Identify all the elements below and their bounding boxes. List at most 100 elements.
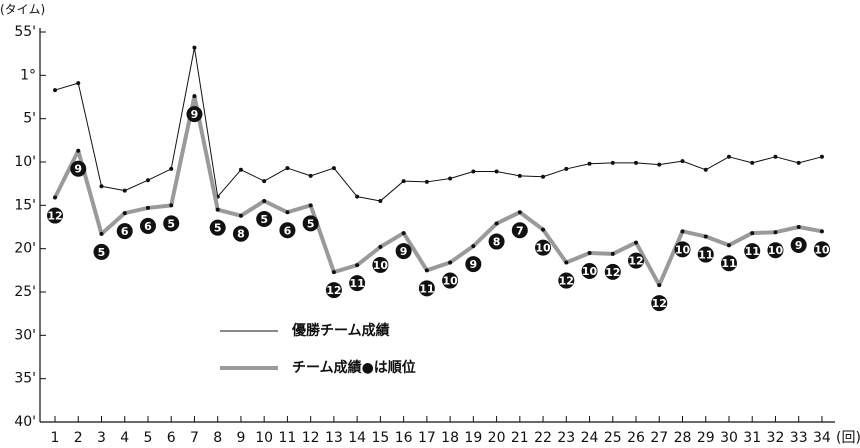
x-tick-label: 5 bbox=[144, 430, 153, 446]
y-tick-label: 30' bbox=[14, 327, 36, 343]
point bbox=[773, 230, 778, 235]
rank-badge bbox=[604, 263, 621, 280]
rank-label: 8 bbox=[237, 228, 245, 241]
x-tick-label: 2 bbox=[74, 430, 83, 446]
point bbox=[634, 240, 639, 245]
y-tick-label: 10' bbox=[14, 154, 36, 170]
y-tick-label: 40' bbox=[14, 414, 36, 430]
rank-label: 10 bbox=[373, 259, 389, 272]
point bbox=[471, 244, 476, 249]
rank-label: 6 bbox=[144, 220, 152, 233]
rank-badge bbox=[558, 272, 575, 289]
x-tick-label: 28 bbox=[674, 430, 692, 446]
rank-badge bbox=[93, 243, 110, 260]
rank-badge bbox=[790, 237, 807, 253]
rank-badge bbox=[302, 215, 319, 232]
y-tick-label: 15' bbox=[14, 197, 36, 213]
x-tick-label: 33 bbox=[790, 430, 808, 446]
point bbox=[819, 154, 824, 159]
x-tick-label: 29 bbox=[697, 430, 715, 446]
rank-badge bbox=[418, 280, 435, 297]
point bbox=[145, 178, 150, 183]
point bbox=[448, 260, 453, 265]
x-tick-label: 4 bbox=[120, 430, 129, 446]
x-tick-label: 3 bbox=[97, 430, 106, 446]
rank-label: 10 bbox=[442, 275, 458, 288]
x-tick-label: 34 bbox=[813, 430, 831, 446]
x-tick-label: 17 bbox=[418, 430, 436, 446]
point bbox=[378, 244, 383, 249]
rank-label: 12 bbox=[605, 266, 620, 279]
rank-label: 5 bbox=[214, 222, 222, 235]
point bbox=[657, 162, 662, 167]
y-tick-label: 20' bbox=[14, 241, 36, 257]
rank-badge bbox=[465, 256, 482, 273]
rank-badge bbox=[47, 207, 64, 224]
rank-label: 6 bbox=[121, 225, 129, 238]
point bbox=[773, 154, 778, 159]
rank-label: 12 bbox=[628, 255, 643, 268]
x-tick-label: 16 bbox=[395, 430, 413, 446]
point bbox=[494, 169, 499, 174]
point bbox=[634, 160, 639, 165]
x-tick-label: 14 bbox=[348, 430, 366, 446]
x-tick-label: 26 bbox=[627, 430, 645, 446]
rank-label: 11 bbox=[349, 277, 364, 290]
series-line bbox=[53, 94, 823, 288]
rank-label: 12 bbox=[652, 297, 667, 310]
point bbox=[192, 94, 197, 99]
rank-badge bbox=[697, 246, 714, 263]
rank-badge bbox=[139, 217, 156, 234]
x-tick-label: 20 bbox=[488, 430, 506, 446]
x-tick-label: 21 bbox=[511, 430, 529, 446]
rank-badge bbox=[488, 233, 505, 250]
rank-badge bbox=[674, 241, 691, 258]
x-tick-label: 27 bbox=[650, 430, 668, 446]
x-tick-label: 9 bbox=[236, 430, 245, 446]
rank-badge bbox=[442, 272, 459, 289]
point bbox=[657, 283, 662, 288]
rank-badge bbox=[232, 225, 249, 242]
rank-label: 9 bbox=[400, 245, 408, 258]
x-tick-label: 25 bbox=[604, 430, 622, 446]
point bbox=[238, 167, 243, 172]
point bbox=[494, 221, 499, 226]
x-tick-label: 19 bbox=[464, 430, 482, 446]
point bbox=[76, 148, 81, 153]
x-tick-label: 1 bbox=[51, 430, 60, 446]
rank-label: 12 bbox=[326, 284, 341, 297]
point bbox=[796, 160, 801, 165]
rank-label: 9 bbox=[795, 239, 803, 252]
point bbox=[703, 167, 708, 172]
point bbox=[587, 161, 592, 166]
point bbox=[169, 166, 174, 171]
x-tick-label: 12 bbox=[302, 430, 320, 446]
rank-label: 12 bbox=[559, 275, 574, 288]
rank-badge bbox=[744, 243, 761, 260]
point bbox=[726, 154, 731, 159]
point bbox=[471, 169, 476, 174]
point bbox=[424, 179, 429, 184]
point bbox=[308, 203, 313, 208]
point bbox=[169, 203, 174, 208]
x-tick-label: 11 bbox=[279, 430, 297, 446]
rank-badge bbox=[581, 263, 598, 279]
rank-label: 11 bbox=[698, 249, 713, 262]
point bbox=[517, 173, 522, 178]
rank-badge bbox=[325, 282, 342, 299]
point bbox=[331, 270, 336, 275]
point bbox=[215, 207, 220, 212]
rank-badge bbox=[720, 255, 737, 272]
point bbox=[53, 195, 58, 200]
rank-label: 6 bbox=[284, 224, 292, 237]
point bbox=[564, 166, 569, 171]
rank-badge bbox=[813, 241, 830, 258]
point bbox=[819, 229, 824, 234]
point bbox=[355, 263, 360, 268]
rank-label: 10 bbox=[675, 243, 691, 256]
x-tick-label: 7 bbox=[190, 430, 199, 446]
rank-badge bbox=[163, 215, 180, 232]
rank-label: 5 bbox=[167, 217, 175, 230]
point bbox=[285, 166, 290, 171]
point bbox=[587, 251, 592, 255]
